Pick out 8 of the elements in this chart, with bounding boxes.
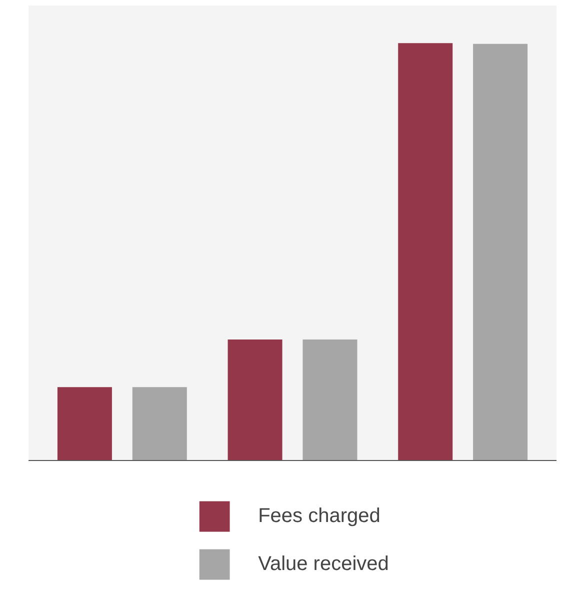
bar <box>57 387 112 461</box>
legend-label: Fees charged <box>258 504 380 528</box>
bar <box>473 44 528 461</box>
bar <box>228 340 282 461</box>
bar <box>132 387 187 461</box>
bar <box>398 43 453 461</box>
legend-label: Value received <box>258 552 389 576</box>
bar <box>302 340 358 461</box>
